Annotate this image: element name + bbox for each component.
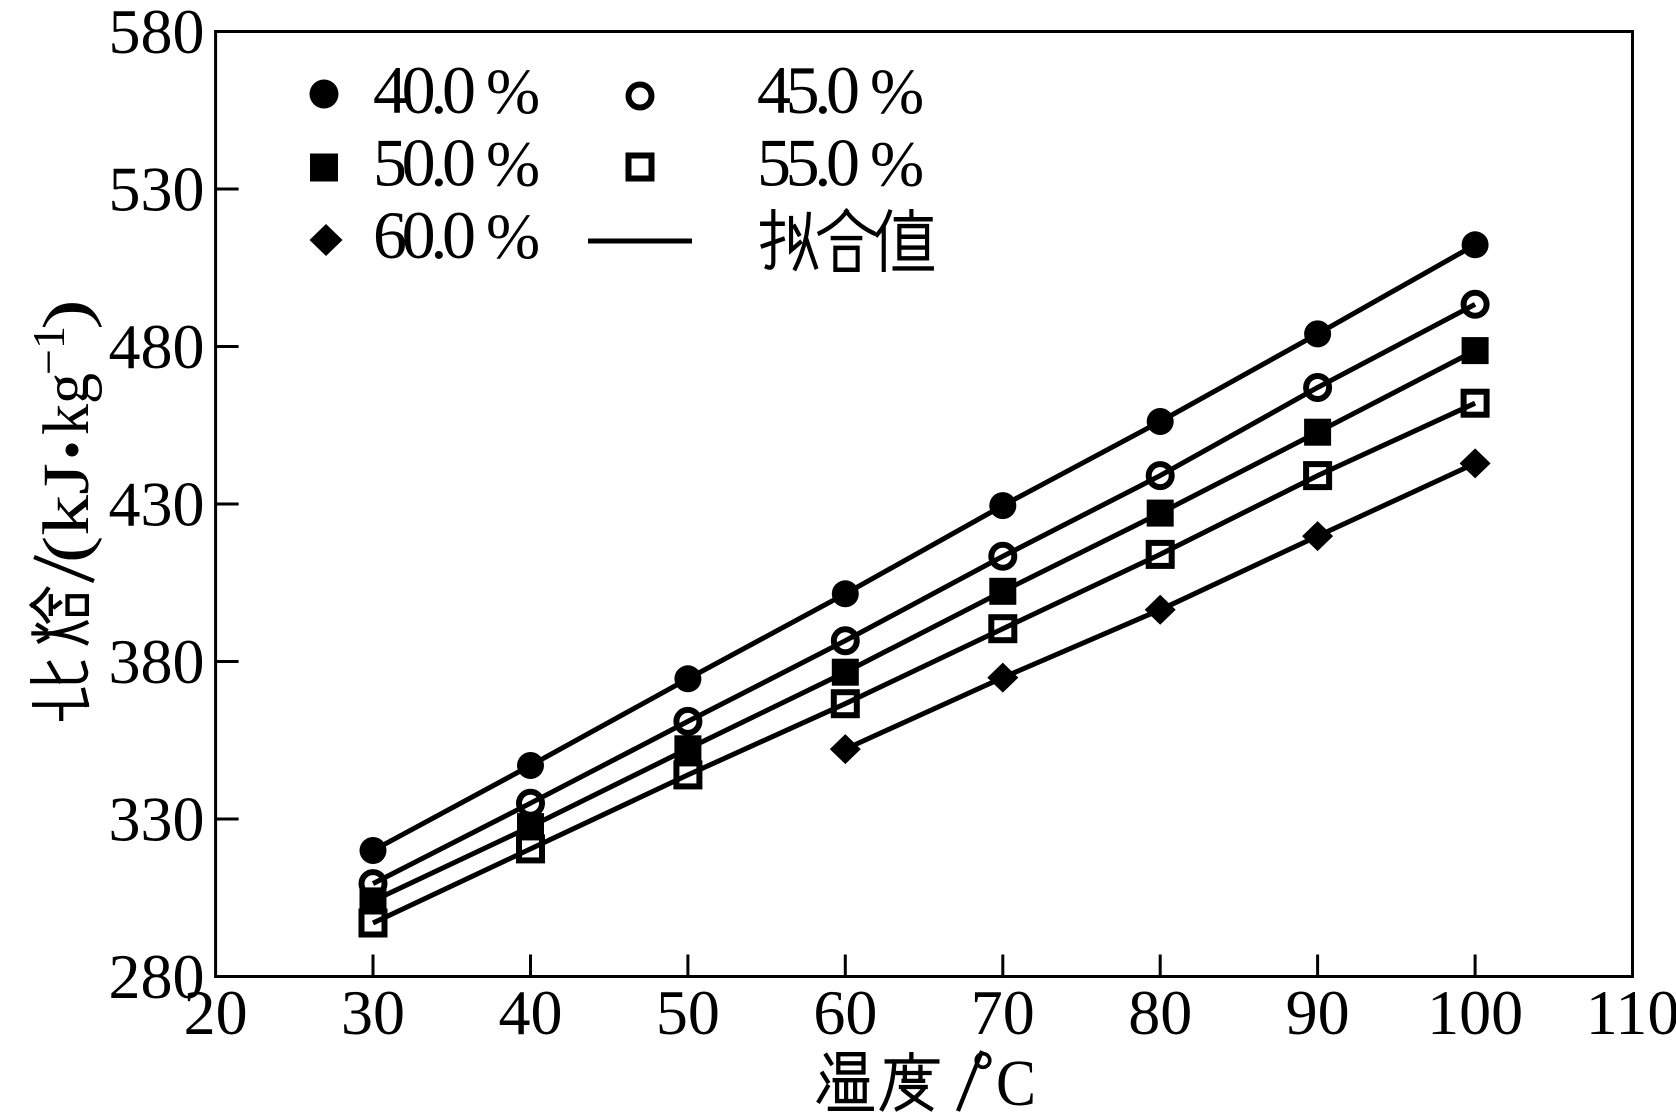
svg-text:40.0: 40.0 [373, 52, 476, 128]
svg-text:100: 100 [1427, 977, 1523, 1048]
svg-text:330: 330 [109, 784, 205, 855]
svg-text:55.0: 55.0 [757, 125, 860, 201]
svg-text:90: 90 [1286, 977, 1350, 1048]
svg-text:430: 430 [109, 469, 205, 540]
svg-text:): ) [30, 299, 103, 330]
svg-text:%: % [486, 129, 540, 201]
svg-text:50: 50 [656, 977, 720, 1048]
svg-text:530: 530 [109, 154, 205, 225]
svg-text:70: 70 [971, 977, 1035, 1048]
svg-text:%: % [870, 129, 924, 201]
svg-text:%: % [486, 56, 540, 128]
svg-text:80: 80 [1128, 977, 1192, 1048]
svg-text:C: C [996, 1047, 1036, 1115]
svg-text:(kJ: (kJ [30, 463, 103, 563]
svg-text:kg: kg [30, 373, 103, 435]
svg-text:%: % [486, 201, 540, 273]
svg-text:480: 480 [109, 311, 205, 382]
svg-text:60: 60 [813, 977, 877, 1048]
svg-text:45.0: 45.0 [757, 52, 860, 128]
svg-text:%: % [870, 56, 924, 128]
svg-text:380: 380 [109, 626, 205, 697]
svg-text:40: 40 [498, 977, 562, 1048]
svg-text:580: 580 [109, 0, 205, 67]
svg-text:50.0: 50.0 [373, 125, 476, 201]
svg-text:−1: −1 [23, 326, 74, 375]
svg-text:20: 20 [184, 977, 248, 1048]
svg-text:280: 280 [109, 941, 205, 1012]
svg-text:30: 30 [341, 977, 405, 1048]
svg-text:60.0: 60.0 [373, 197, 476, 273]
svg-text:110: 110 [1586, 977, 1676, 1048]
